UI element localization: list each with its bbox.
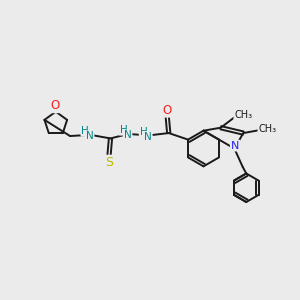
Text: O: O <box>51 99 60 112</box>
Text: CH₃: CH₃ <box>234 110 252 120</box>
Text: N: N <box>86 131 94 141</box>
Text: H: H <box>120 125 128 135</box>
Text: N: N <box>124 130 132 140</box>
Text: CH₃: CH₃ <box>258 124 276 134</box>
Text: H: H <box>81 126 89 136</box>
Text: H: H <box>140 127 147 136</box>
Text: O: O <box>163 104 172 117</box>
Text: S: S <box>105 156 113 169</box>
Text: N: N <box>144 132 152 142</box>
Text: N: N <box>231 140 239 151</box>
